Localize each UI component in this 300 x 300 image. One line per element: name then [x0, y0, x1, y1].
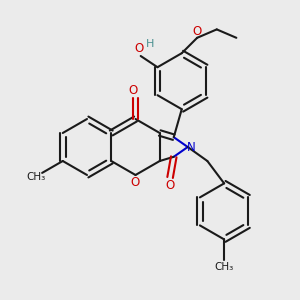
Text: H: H — [146, 39, 154, 49]
Text: O: O — [131, 176, 140, 190]
Text: N: N — [188, 140, 196, 154]
Text: CH₃: CH₃ — [26, 172, 46, 182]
Text: O: O — [134, 43, 143, 56]
Text: CH₃: CH₃ — [214, 262, 234, 272]
Text: O: O — [166, 179, 175, 192]
Text: O: O — [129, 83, 138, 97]
Text: O: O — [193, 25, 202, 38]
